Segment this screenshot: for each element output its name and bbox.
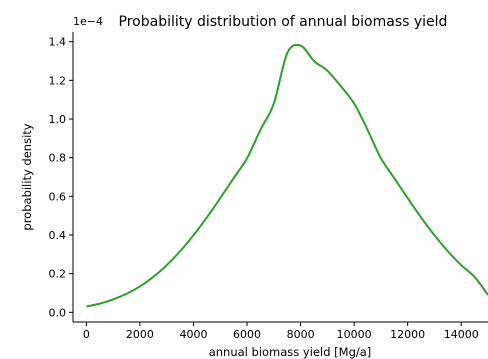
x-tick-label: 6000 <box>233 328 261 341</box>
x-tick-label: 12000 <box>390 328 425 341</box>
x-tick-label: 10000 <box>337 328 372 341</box>
series-line-0 <box>86 43 488 308</box>
x-tick-label: 8000 <box>287 328 315 341</box>
ticks: 0 2000 4000 6000 8000 10000 12000 14000 0.0 0.2 0.… <box>49 36 479 341</box>
y-tick-label: 1.4 <box>49 36 67 49</box>
y-axis-label: probability density <box>20 123 34 230</box>
x-tick-label: 2000 <box>126 328 154 341</box>
y-tick-label: 0.2 <box>49 268 67 281</box>
y-tick-label: 0.6 <box>49 190 67 203</box>
y-tick-label: 0.8 <box>49 152 67 165</box>
x-tick-label: 4000 <box>179 328 207 341</box>
chart-title: Probability distribution of annual bioma… <box>119 14 448 30</box>
x-tick-label: 14000 <box>444 328 479 341</box>
x-tick-label: 0 <box>83 328 90 341</box>
y-offset-label: 1e−4 <box>73 15 103 28</box>
plot-area <box>86 43 488 308</box>
y-tick-label: 1.2 <box>49 74 67 87</box>
y-tick-label: 1.0 <box>49 113 67 126</box>
x-axis-label: annual biomass yield [Mg/a] <box>209 345 372 359</box>
y-tick-label: 0.0 <box>49 306 67 319</box>
y-tick-label: 0.4 <box>49 229 67 242</box>
